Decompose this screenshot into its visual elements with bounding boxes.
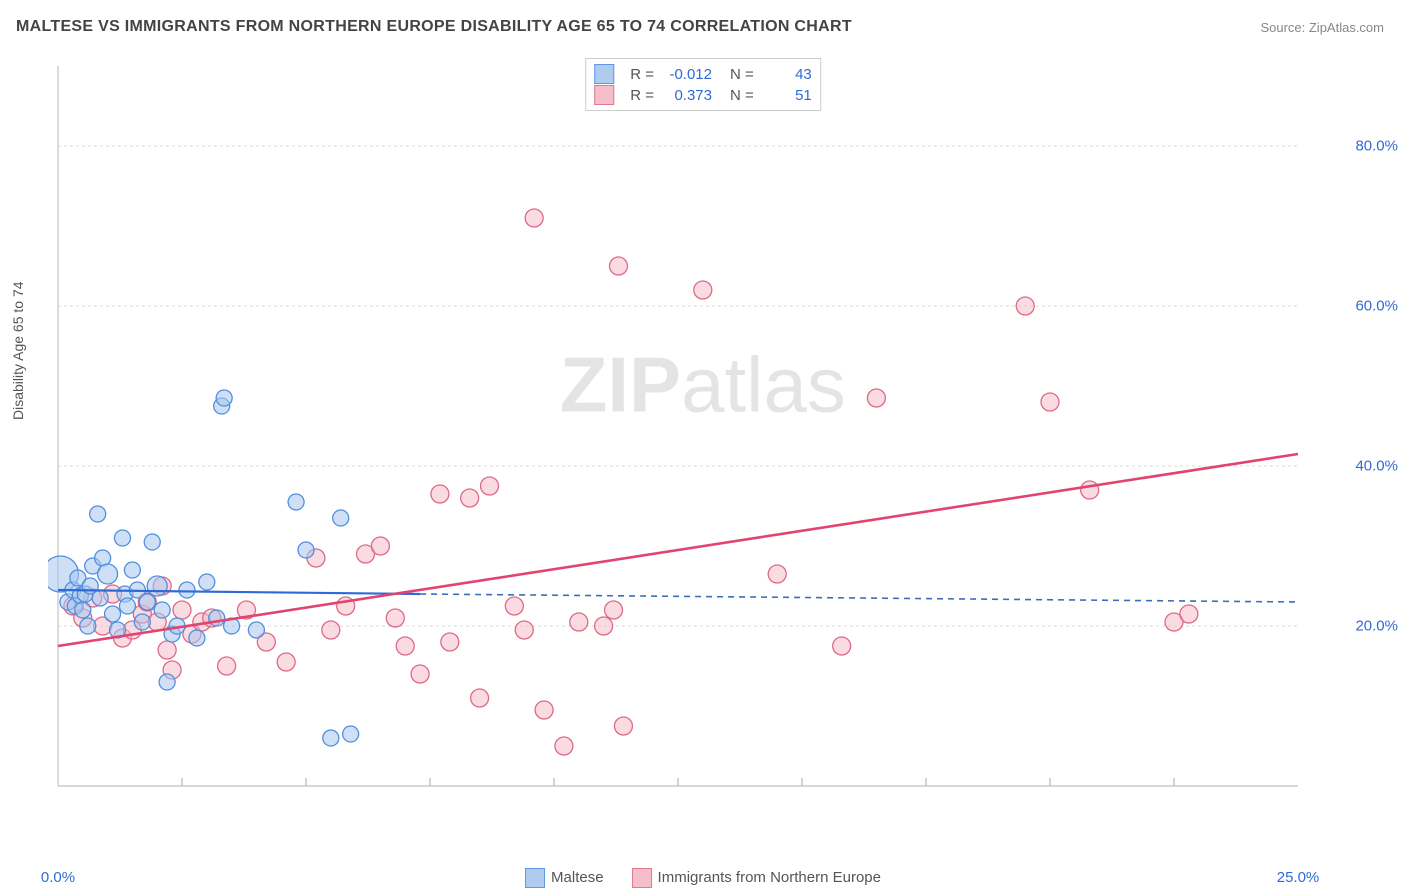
y-tick-label: 40.0% — [1355, 458, 1398, 475]
swatch-pink — [632, 868, 652, 888]
y-axis-label: Disability Age 65 to 74 — [10, 281, 26, 420]
chart-title: MALTESE VS IMMIGRANTS FROM NORTHERN EURO… — [16, 18, 852, 36]
x-tick-label: 25.0% — [1277, 869, 1320, 886]
n-value-blue: 43 — [764, 66, 812, 83]
x-tick-label: 0.0% — [41, 869, 75, 886]
chart-container: MALTESE VS IMMIGRANTS FROM NORTHERN EURO… — [0, 0, 1406, 892]
r-value-blue: -0.012 — [664, 66, 712, 83]
legend-item-pink: Immigrants from Northern Europe — [632, 868, 881, 888]
legend-item-blue: Maltese — [525, 868, 604, 888]
svg-text:ZIPatlas: ZIPatlas — [560, 341, 846, 429]
scatter-plot-svg: ZIPatlas — [48, 56, 1378, 826]
y-tick-label: 20.0% — [1355, 618, 1398, 635]
n-label: N = — [730, 66, 754, 83]
correlation-stats-box: R = -0.012 N = 43 R = 0.373 N = 51 — [585, 58, 821, 111]
stats-row-blue: R = -0.012 N = 43 — [594, 64, 812, 84]
swatch-blue — [594, 64, 614, 84]
swatch-blue — [525, 868, 545, 888]
legend-label-pink: Immigrants from Northern Europe — [658, 869, 881, 886]
r-label: R = — [630, 66, 654, 83]
source-attribution: Source: ZipAtlas.com — [1260, 20, 1384, 35]
n-value-pink: 51 — [764, 87, 812, 104]
y-tick-label: 60.0% — [1355, 298, 1398, 315]
stats-row-pink: R = 0.373 N = 51 — [594, 85, 812, 105]
source-link[interactable]: ZipAtlas.com — [1309, 20, 1384, 35]
legend-label-blue: Maltese — [551, 869, 604, 886]
r-value-pink: 0.373 — [664, 87, 712, 104]
y-tick-label: 80.0% — [1355, 138, 1398, 155]
r-label: R = — [630, 87, 654, 104]
bottom-legend: Maltese Immigrants from Northern Europe — [525, 868, 881, 888]
source-prefix: Source: — [1260, 20, 1308, 35]
plot-area: ZIPatlas — [48, 56, 1388, 846]
swatch-pink — [594, 85, 614, 105]
n-label: N = — [730, 87, 754, 104]
